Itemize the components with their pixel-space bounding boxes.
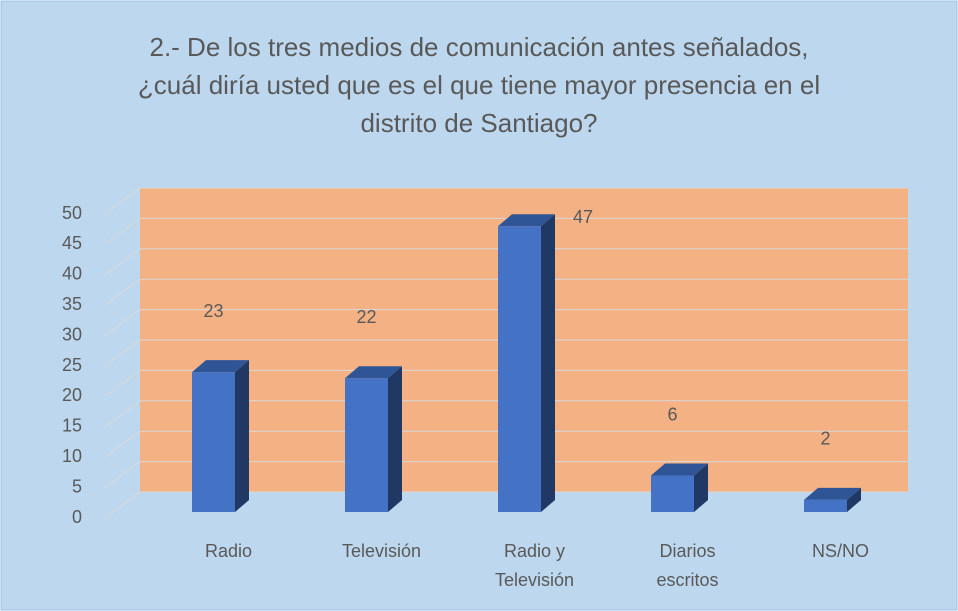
bar-face	[541, 214, 555, 513]
bar	[651, 463, 708, 512]
x-tick-label: Radio y Televisión	[494, 541, 575, 590]
x-tick-label: NS/NO	[811, 541, 869, 561]
grid-line-side	[104, 187, 141, 215]
bar	[192, 360, 249, 512]
bar-face	[804, 499, 847, 512]
y-tick-label: 40	[62, 264, 82, 284]
y-tick-label: 30	[62, 324, 82, 344]
bar-face	[498, 226, 541, 513]
bar	[498, 214, 555, 513]
bar-face	[388, 366, 402, 512]
bar-face	[694, 463, 708, 512]
bar	[804, 487, 861, 512]
grid-line-side	[104, 309, 141, 337]
bar-face	[498, 214, 555, 227]
y-tick-label: 20	[62, 385, 82, 405]
grid-line-side	[104, 217, 141, 245]
y-tick-label: 0	[72, 507, 82, 527]
data-label: 2	[820, 429, 830, 449]
y-tick-label: 5	[72, 476, 82, 496]
bar	[345, 366, 402, 512]
bar-face	[345, 378, 388, 512]
x-tick-label: Televisión	[341, 541, 422, 561]
y-tick-label: 35	[62, 294, 82, 314]
y-tick-label: 45	[62, 233, 82, 253]
data-label: 6	[667, 404, 677, 424]
chart-title: 2.- De los tres medios de comunicación a…	[137, 32, 821, 138]
data-label: 23	[203, 301, 223, 321]
bar-face	[651, 475, 694, 512]
data-label: 47	[573, 207, 593, 227]
bar-face	[192, 360, 249, 373]
bar-face	[192, 372, 235, 512]
y-tick-label: 15	[62, 416, 82, 436]
grid-line-side	[104, 461, 141, 489]
grid-line-side	[104, 248, 141, 276]
grid-line-side	[104, 430, 141, 458]
bar-face	[804, 487, 861, 500]
grid-line-side	[104, 278, 141, 306]
bar-face	[235, 360, 249, 512]
grid-line-side	[104, 339, 141, 367]
bar-face	[847, 487, 861, 512]
grid-line-side	[104, 400, 141, 428]
grid-line-side	[104, 369, 141, 397]
y-tick-label: 10	[62, 446, 82, 466]
x-tick-label: Radio	[204, 541, 253, 561]
bar-face	[651, 463, 708, 476]
bar-face	[345, 366, 402, 379]
y-tick-label: 50	[62, 203, 82, 223]
y-tick-label: 25	[62, 355, 82, 375]
grid-line-side	[104, 491, 141, 519]
x-tick-label: Diarios escritos	[656, 541, 719, 590]
data-label: 22	[356, 307, 376, 327]
